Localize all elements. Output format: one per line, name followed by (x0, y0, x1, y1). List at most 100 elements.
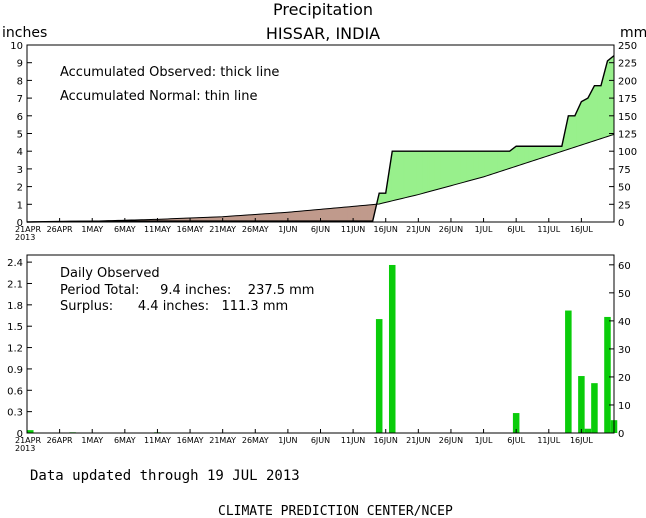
observed-accumulated-line (26, 55, 615, 223)
x-tick-label: 11JUL (537, 225, 560, 234)
y-tick-label-left: 2.1 (7, 279, 23, 290)
y-tick-label-left: 3 (17, 165, 23, 176)
x-tick-label: 26JUN (439, 436, 463, 445)
x-tick-label: 21APR (15, 436, 41, 445)
x-tick-label: 6MAY (114, 436, 136, 445)
x-tick-label: 16JUL (570, 225, 593, 234)
y-tick-label-left: 0.9 (7, 365, 23, 376)
x-tick-label: 21MAY (209, 225, 236, 234)
y-tick-label-left: 0 (17, 429, 23, 440)
x-tick-label: 6JUL (507, 436, 525, 445)
x-tick-year: 2013 (15, 233, 35, 242)
annotation-daily: Daily Observed (60, 266, 160, 281)
y-tick-label-left: 7 (17, 94, 23, 105)
y-tick-label-left: 0.3 (7, 408, 23, 419)
x-tick-year: 2013 (15, 444, 35, 453)
y-tick-label-left: 0.6 (7, 386, 23, 397)
y-tick-label-left: 1.2 (7, 344, 23, 355)
x-tick-label: 16JUN (374, 436, 398, 445)
x-tick-label: 11JUN (341, 436, 365, 445)
y-tick-label-left: 1 (17, 200, 23, 211)
x-tick-label: 6MAY (114, 225, 136, 234)
y-tick-label-left: 2 (17, 183, 23, 194)
x-tick-label: 21JUN (406, 225, 430, 234)
x-tick-label: 26MAY (242, 436, 269, 445)
x-tick-label: 26APR (47, 225, 73, 234)
daily-bar (584, 428, 592, 433)
daily-bar (512, 413, 520, 433)
daily-panel: 0 0.3 0.6 0.9 1.2 1.5 1.8 2.1 2.4 0 10 20 30 40 50 60 21… (7, 254, 631, 453)
y-tick-label-left: 2.4 (7, 258, 23, 269)
x-tick-label: 21MAY (209, 436, 236, 445)
y-tick-label-right: 250 (618, 41, 637, 52)
x-tick-label: 11MAY (144, 436, 171, 445)
y-tick-label-left: 8 (17, 76, 23, 87)
daily-bars (27, 264, 618, 433)
annotation-normal: Accumulated Normal: thin line (60, 89, 258, 104)
x-tick-label: 1JUN (278, 436, 297, 445)
y-tick-label-right: 225 (618, 59, 637, 70)
accumulated-axes: 0123456789100255075100125150175200225250… (10, 41, 637, 242)
daily-bar (565, 310, 572, 433)
y-tick-label-right: 125 (618, 130, 637, 141)
y-tick-label-right: 40 (618, 317, 631, 328)
annotation-observed: Accumulated Observed: thick line (60, 65, 279, 80)
y-tick-label-left: 10 (10, 41, 23, 52)
x-tick-label: 16JUL (570, 436, 593, 445)
y-tick-label-right: 75 (618, 165, 631, 176)
x-tick-label: 1MAY (81, 225, 103, 234)
footer-updated: Data updated through 19 JUL 2013 (30, 468, 300, 484)
daily-bar (27, 430, 34, 433)
y-tick-label-right: 200 (618, 76, 637, 87)
x-tick-label: 26JUN (439, 225, 463, 234)
y-tick-label-right: 150 (618, 112, 637, 123)
x-tick-label: 1JUL (475, 225, 493, 234)
x-tick-label: 16MAY (177, 225, 204, 234)
x-tick-label: 6JUL (507, 225, 525, 234)
x-tick-label: 11MAY (144, 225, 171, 234)
y-tick-label-right: 50 (618, 289, 631, 300)
daily-bar (578, 376, 585, 433)
footer-credit: CLIMATE PREDICTION CENTER/NCEP (218, 504, 453, 518)
chart-subtitle: HISSAR, INDIA (266, 24, 380, 43)
y-tick-label-right: 30 (618, 345, 631, 356)
y-tick-label-left: 1.5 (7, 322, 23, 333)
daily-bar (388, 264, 396, 433)
y-tick-label-left: 1.8 (7, 301, 23, 312)
daily-bar (591, 383, 598, 433)
x-tick-label: 21JUN (406, 436, 430, 445)
annotation-surplus: Surplus: 4.4 inches: 111.3 mm (60, 299, 288, 314)
x-tick-label: 6JUN (311, 436, 330, 445)
chart-title: Precipitation (273, 0, 373, 19)
y-tick-label-left: 0 (17, 218, 23, 229)
daily-axes: 0 0.3 0.6 0.9 1.2 1.5 1.8 2.1 2.4 0 10 20 30 40 50 60 21… (7, 258, 631, 453)
y-tick-label-right: 0 (618, 429, 624, 440)
x-tick-label: 26MAY (242, 225, 269, 234)
x-tick-label: 26APR (47, 436, 73, 445)
x-tick-label: 1JUN (278, 225, 297, 234)
x-tick-label: 11JUL (537, 436, 560, 445)
y-tick-label-right: 10 (618, 401, 631, 412)
y-tick-label-right: 50 (618, 183, 631, 194)
y-tick-label-right: 25 (618, 200, 631, 211)
y-tick-label-right: 20 (618, 373, 631, 384)
daily-plot-frame (26, 254, 615, 434)
x-tick-label: 1JUL (475, 436, 493, 445)
y-tick-label-right: 100 (618, 147, 637, 158)
units-left-label: inches (2, 25, 47, 41)
accumulated-fills (26, 54, 615, 223)
y-tick-label-right: 175 (618, 94, 637, 105)
y-tick-label-right: 0 (618, 218, 624, 229)
x-tick-label: 6JUN (311, 225, 330, 234)
daily-bar (375, 319, 383, 433)
daily-bar (604, 316, 611, 433)
y-tick-label-left: 9 (17, 59, 23, 70)
x-tick-label: 16MAY (177, 436, 204, 445)
accumulated-panel: 0123456789100255075100125150175200225250… (10, 41, 637, 242)
y-tick-label-right: 60 (618, 261, 631, 272)
x-tick-label: 16JUN (374, 225, 398, 234)
y-tick-label-left: 6 (17, 112, 23, 123)
y-tick-label-left: 4 (17, 147, 23, 158)
annotation-period-total: Period Total: 9.4 inches: 237.5 mm (60, 283, 314, 298)
